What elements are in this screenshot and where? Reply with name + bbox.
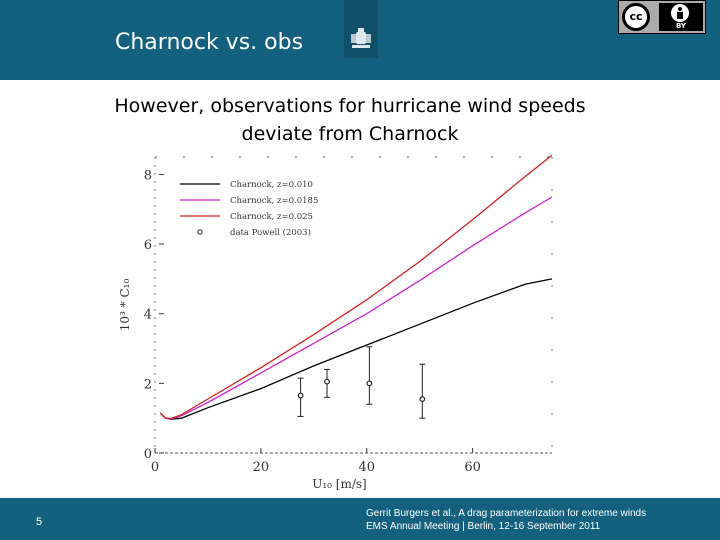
government-emblem [344, 0, 378, 58]
cc-by-license-badge: cc BY [618, 0, 706, 34]
legend-label: Charnock, z=0.010 [230, 180, 313, 190]
observation-point [324, 378, 330, 385]
series-line [159, 154, 553, 420]
footer-bar: 5 Gerrit Burgers et al., A drag paramete… [0, 498, 720, 540]
legend-marker [197, 229, 203, 235]
series-line [159, 278, 553, 420]
cc-icon: cc [622, 3, 650, 31]
legend-label: data Powell (2003) [230, 227, 311, 238]
x-axis-label: U₁₀ [m/s] [312, 477, 367, 491]
by-label: BY [675, 22, 687, 30]
observation-point [419, 396, 426, 402]
slide-subtitle: However, observations for hurricane wind… [114, 95, 586, 145]
y-tick-label: 2 [144, 377, 152, 392]
attribution-icon: BY [659, 3, 703, 31]
y-tick-label: 8 [144, 168, 152, 183]
y-tick-label: 4 [144, 308, 152, 323]
drag-coefficient-chart: 0 2 4 6 8 0 20 40 60 U₁₀ [m/s] 10³ * C₁₀ Charnock, … [118, 154, 553, 491]
header-bar: Charnock vs. obs cc BY [0, 0, 720, 80]
footer-credit: Gerrit Burgers et al., A drag parameteri… [366, 507, 646, 533]
y-axis-label: 10³ * C₁₀ [118, 279, 132, 332]
observation-point [366, 380, 373, 387]
x-tick-label: 40 [358, 460, 375, 475]
coat-of-arms-icon [351, 28, 371, 48]
x-tick-label: 20 [253, 460, 270, 475]
credit-line-2: EMS Annual Meeting | Berlin, 12-16 Septe… [366, 521, 601, 532]
credit-line-1: Gerrit Burgers et al., A drag parameteri… [366, 508, 647, 519]
series-line [159, 196, 553, 420]
person-icon [671, 4, 689, 22]
x-tick-label: 0 [151, 460, 159, 475]
page-number: 5 [36, 516, 43, 528]
legend-label: Charnock, z=0.025 [230, 212, 313, 222]
y-tick-label: 0 [144, 447, 152, 462]
x-tick-label: 60 [464, 460, 481, 475]
slide-title: Charnock vs. obs [115, 30, 304, 55]
legend-label: Charnock, z=0.0185 [230, 196, 318, 206]
y-tick-label: 6 [144, 238, 152, 253]
observation-point [297, 392, 304, 399]
